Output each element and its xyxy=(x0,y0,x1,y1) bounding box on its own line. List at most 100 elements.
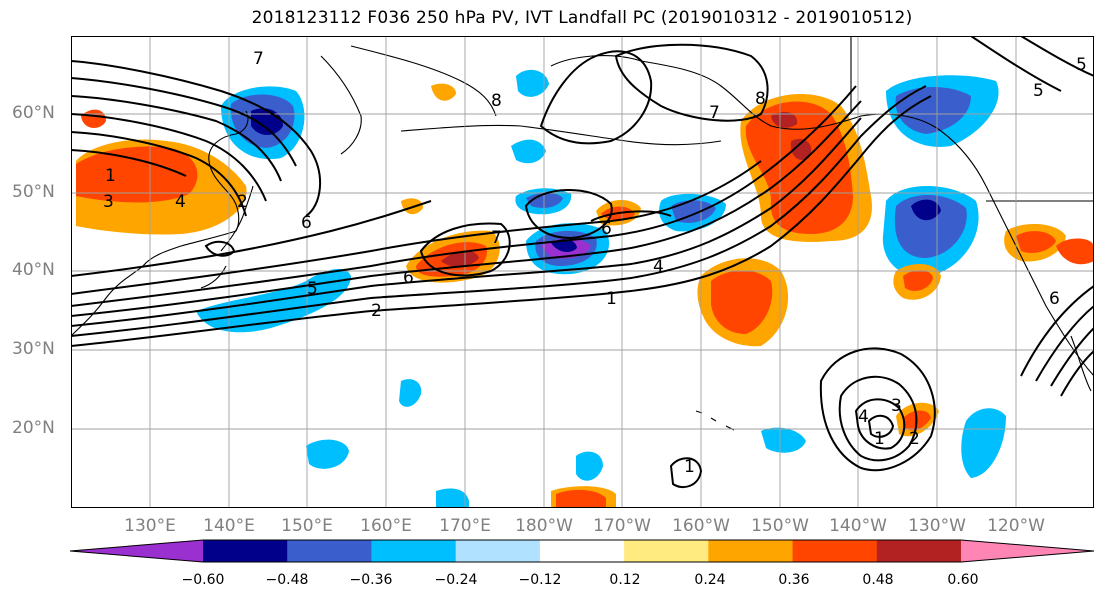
negative-anomaly xyxy=(761,427,806,453)
figure-title: 2018123112 F036 250 hPa PV, IVT Landfall… xyxy=(251,8,913,28)
contour-label: 5 xyxy=(1033,81,1044,101)
colorbar-tick-label: −0.24 xyxy=(434,572,478,588)
date-line-loop xyxy=(524,188,613,240)
jet-contour xyxy=(71,117,862,327)
positive-anomaly xyxy=(1056,238,1094,265)
contour-label: 2 xyxy=(237,192,248,212)
colorbar-tick-label: 0.12 xyxy=(609,572,641,588)
colorbar-tick-label: −0.36 xyxy=(349,572,393,588)
lon-label-140e: 140°E xyxy=(203,516,255,536)
upper-loop xyxy=(614,43,769,122)
lon-label-170e: 170°E xyxy=(439,516,491,536)
lon-label-170w: 170°W xyxy=(593,516,651,536)
small-loop xyxy=(204,240,236,257)
contour-label: 3 xyxy=(103,192,114,212)
contour-label: 1 xyxy=(105,166,116,186)
contour-label: 5 xyxy=(1076,55,1087,75)
contour-label: 6 xyxy=(1049,289,1060,309)
north-contour xyxy=(71,113,267,202)
jet-contour xyxy=(71,95,932,347)
contour-label: 7 xyxy=(491,228,502,248)
negative-anomaly xyxy=(511,139,546,164)
lon-label-160w: 160°W xyxy=(672,516,730,536)
colorbar-tick-label: −0.60 xyxy=(181,572,225,588)
contour-label: 1 xyxy=(874,429,885,449)
lon-label-160e: 160°E xyxy=(360,516,412,536)
contour-label: 1 xyxy=(606,289,617,309)
negative-anomaly xyxy=(895,87,971,134)
east-contours xyxy=(970,36,1062,92)
east-contours xyxy=(1020,36,1094,77)
negative-anomaly xyxy=(911,199,941,221)
japan-coast xyxy=(200,185,254,289)
lon-label-140w: 140°W xyxy=(829,516,887,536)
north-contour xyxy=(71,149,187,177)
contour-label: 7 xyxy=(709,103,720,123)
date-line-loop xyxy=(419,222,511,277)
jet-contour xyxy=(71,100,862,317)
small-loop xyxy=(669,457,703,489)
negative-anomaly xyxy=(551,239,577,253)
negative-anomaly xyxy=(961,408,1006,478)
positive-anomaly xyxy=(711,270,773,334)
negative-anomaly xyxy=(526,192,563,208)
contour-label: 4 xyxy=(858,407,869,427)
aleutian-chain xyxy=(400,124,722,146)
positive-anomaly xyxy=(903,270,933,291)
positive-anomaly xyxy=(431,83,456,101)
colorbar-cell xyxy=(876,540,962,562)
lon-label-130w: 130°W xyxy=(908,516,966,536)
colorbar-tick-label: −0.48 xyxy=(265,572,309,588)
colorbar-cell xyxy=(708,540,794,562)
positive-anomaly xyxy=(790,138,812,161)
subtropical-high xyxy=(867,414,895,438)
subtropical-high xyxy=(854,398,906,450)
contour-label: 1 xyxy=(684,457,695,477)
kamchatka-coast xyxy=(320,55,362,155)
east-contours xyxy=(1060,350,1094,397)
contour-label: 4 xyxy=(653,257,664,277)
contour-label: 2 xyxy=(909,429,920,449)
positive-anomaly xyxy=(441,250,479,267)
contour-label: 3 xyxy=(891,396,902,416)
lat-label-30n: 30°N xyxy=(12,339,55,359)
lat-label-50n: 50°N xyxy=(12,182,55,202)
contour-label: 6 xyxy=(601,219,612,239)
positive-anomaly xyxy=(556,489,606,508)
lon-label-130e: 130°E xyxy=(124,516,176,536)
contour-label: 6 xyxy=(301,213,312,233)
contour-label-group: 7 1 3 4 2 6 5 2 6 7 8 7 8 6 4 1 1 4 3 2 … xyxy=(103,49,1087,477)
contour-label: 4 xyxy=(175,192,186,212)
contour-label: 2 xyxy=(371,301,382,321)
baja-coast xyxy=(1070,335,1092,392)
negative-anomaly xyxy=(516,69,549,97)
colorbar-cell xyxy=(371,540,457,562)
positive-anomaly xyxy=(76,146,198,203)
north-contour xyxy=(71,131,247,217)
colorbar xyxy=(70,539,1095,563)
colorbar-cell xyxy=(539,540,625,562)
colorbar-cell xyxy=(455,540,541,562)
lon-label-120w: 120°W xyxy=(987,516,1045,536)
positive-anomaly xyxy=(771,111,798,128)
subtropical-high xyxy=(819,347,936,472)
contour-label: 8 xyxy=(755,89,766,109)
contour-label: 6 xyxy=(403,268,414,288)
contour-label: 5 xyxy=(307,279,318,299)
pv-ivt-map: 7 1 3 4 2 6 5 2 6 7 8 7 8 6 4 1 1 4 3 2 … xyxy=(71,36,1094,508)
north-contour xyxy=(71,95,282,182)
colorbar-cell xyxy=(624,540,709,562)
colorbar-cell xyxy=(203,540,288,562)
jet-contour xyxy=(71,160,762,295)
upper-loop xyxy=(539,50,653,145)
positive-anomaly xyxy=(745,101,853,234)
east-contours xyxy=(1020,285,1094,377)
colorbar-tick-label: 0.36 xyxy=(778,572,810,588)
negative-anomaly xyxy=(306,439,349,469)
siberia-coast xyxy=(350,45,497,117)
north-contour xyxy=(71,60,322,217)
north-contour xyxy=(71,77,297,167)
lat-label-40n: 40°N xyxy=(12,260,55,280)
colorbar-extend-max xyxy=(961,540,1094,562)
lat-label-60n: 60°N xyxy=(12,103,55,123)
